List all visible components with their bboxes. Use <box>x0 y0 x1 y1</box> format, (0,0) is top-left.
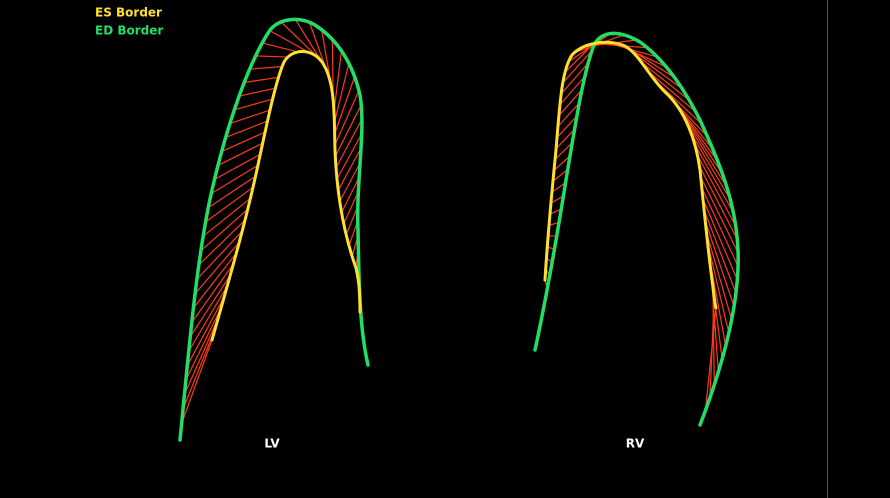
displacement-line <box>186 296 225 367</box>
displacement-line <box>560 63 589 95</box>
displacement-line <box>641 61 690 101</box>
displacement-line <box>550 195 564 204</box>
displacement-line <box>202 197 251 237</box>
displacement-line <box>647 70 697 113</box>
displacement-line <box>562 50 593 84</box>
displacement-line <box>181 339 213 424</box>
displacement-line <box>698 165 738 240</box>
lv-ed-border <box>178 17 370 442</box>
displacement-lines <box>181 19 739 424</box>
displacement-line <box>334 104 362 157</box>
displacement-line <box>686 123 728 187</box>
displacement-line <box>704 220 735 307</box>
displacement-line <box>334 76 356 135</box>
lv-label: LV <box>264 437 280 451</box>
rv-es-border <box>543 40 718 310</box>
displacement-line <box>345 205 359 235</box>
displacement-line <box>334 90 360 146</box>
displacement-line <box>196 230 243 280</box>
displacement-line <box>634 53 683 90</box>
displacement-line <box>559 76 586 106</box>
displacement-line <box>704 307 717 411</box>
displacement-line <box>229 109 271 125</box>
displacement-line <box>194 241 240 295</box>
displacement-line <box>700 176 739 254</box>
displacement-line <box>269 30 310 54</box>
displacement-line <box>255 55 288 58</box>
displacement-line <box>703 209 737 294</box>
displacement-line <box>244 76 279 84</box>
displacement-line <box>225 120 268 139</box>
displacement-line <box>696 154 737 227</box>
displacement-line <box>556 115 578 139</box>
displacement-line <box>182 328 216 410</box>
displacement-line <box>207 175 256 209</box>
displacement-line <box>249 66 283 70</box>
displacement-line <box>705 231 733 321</box>
displacement-line <box>183 318 219 395</box>
displacement-line <box>333 63 350 123</box>
displacement-line <box>217 142 263 166</box>
displacement-line <box>188 285 228 352</box>
displacement-line <box>200 208 249 252</box>
displacement-line <box>702 198 738 281</box>
displacement-line <box>553 155 571 171</box>
es-legend: ES Border <box>95 6 162 20</box>
displacement-line <box>558 89 583 117</box>
rv-label: RV <box>626 437 645 451</box>
displacement-line <box>333 50 343 112</box>
displacement-line <box>339 162 361 202</box>
displacement-line <box>335 118 363 169</box>
displacement-line <box>262 42 298 53</box>
displacement-line <box>191 263 234 323</box>
displacement-line <box>555 129 575 149</box>
displacement-line <box>341 176 360 213</box>
displacement-line <box>694 144 734 214</box>
displacement-line <box>554 142 573 160</box>
displacement-line <box>234 98 273 111</box>
displacement-line <box>198 219 246 266</box>
ed-legend: ED Border <box>95 24 163 38</box>
displacement-line <box>189 274 231 338</box>
displacement-line <box>210 164 259 195</box>
displacement-line <box>690 133 731 200</box>
lv-es-border <box>210 50 362 342</box>
displacement-line <box>214 153 261 180</box>
displacement-line <box>336 133 363 180</box>
displacement-line <box>701 187 739 267</box>
displacement-line <box>205 186 254 223</box>
displacement-line <box>343 191 359 224</box>
displacement-line <box>552 168 569 182</box>
displacement-line <box>557 102 580 128</box>
displacement-line <box>238 87 276 97</box>
displacement-line <box>185 307 222 381</box>
displacement-line <box>221 131 266 152</box>
displacement-line <box>706 242 730 334</box>
displacement-line <box>551 182 566 193</box>
rv-ed-border <box>533 31 740 427</box>
displacement-line <box>337 147 362 191</box>
displacement-line <box>192 252 237 309</box>
